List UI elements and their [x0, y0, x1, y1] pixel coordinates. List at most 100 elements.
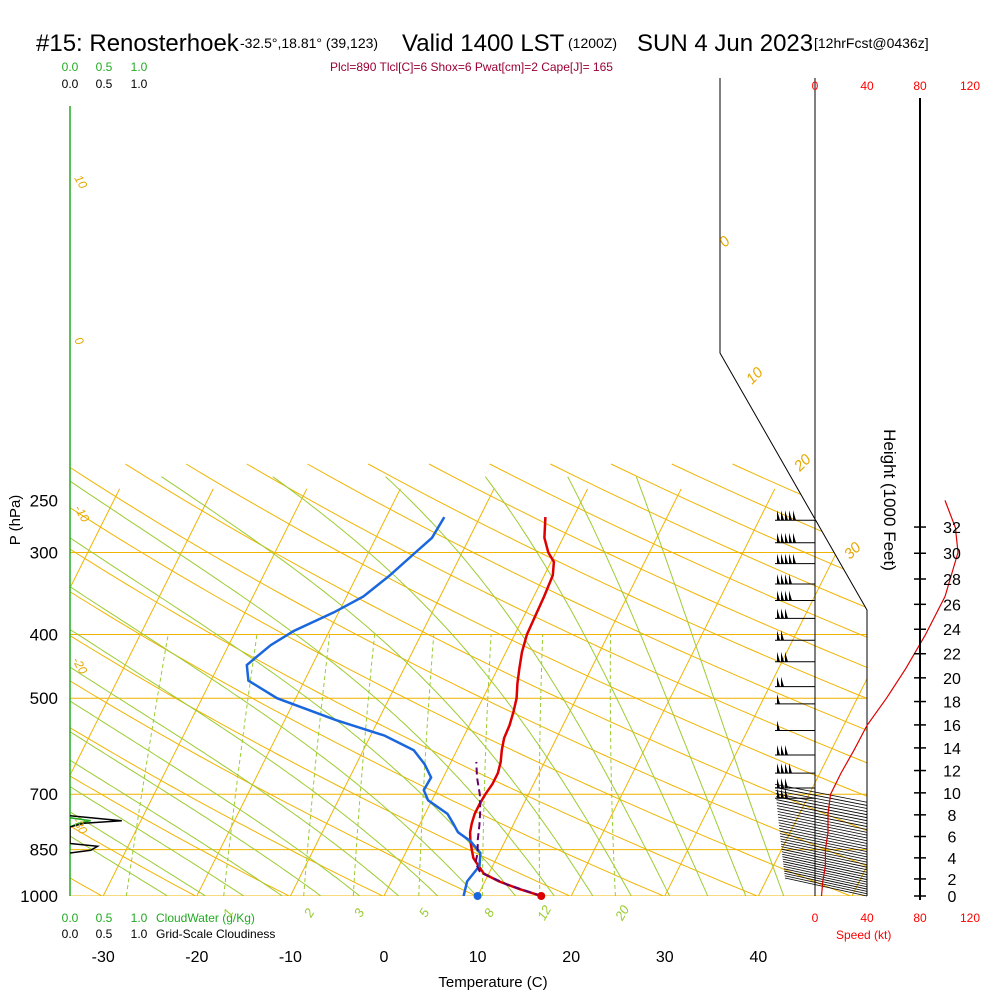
wind-barbs: [774, 78, 868, 897]
wind-speed-line: [820, 500, 959, 897]
wind-barb-low: [780, 838, 868, 858]
moist-adiabat: [161, 476, 603, 896]
cloudwater-label: CloudWater (g/Kg): [156, 911, 255, 925]
moist-adiabat: [70, 476, 528, 896]
height-tick-label: 28: [943, 572, 961, 589]
wind-barb-low: [777, 808, 868, 827]
cloudiness-label: Grid-Scale Cloudiness: [156, 927, 275, 941]
height-tick-label: 4: [948, 851, 957, 868]
station-coords: -32.5°,18.81° (39,123): [240, 35, 378, 51]
isotherm: [383, 488, 589, 896]
speed-tick-bottom: 0: [812, 911, 819, 925]
dry-adiabat-label: 30: [841, 539, 865, 563]
isotherm: [289, 488, 495, 896]
moist-adiabat: [567, 476, 752, 896]
cloudwater-tick-top: 0.0: [62, 60, 79, 74]
dry-adiabat: [70, 463, 867, 896]
dry-adiabat: [70, 463, 222, 896]
wind-barb-low: [775, 790, 868, 809]
station-title: #15: Renosterhoek: [36, 30, 240, 57]
cloudiness-tick-top: 0.0: [62, 77, 79, 91]
wind-barb-low: [777, 813, 868, 833]
parcel-line: [474, 761, 542, 896]
pressure-tick-label: 500: [30, 689, 58, 708]
dry-adiabat: [70, 463, 602, 896]
cloudiness-tick-bottom: 1.0: [131, 927, 148, 941]
mixing-ratio-label: 3: [351, 905, 368, 919]
dry-adiabat: [125, 463, 867, 896]
wind-barb: [775, 510, 815, 521]
mixing-ratio-line: [352, 634, 376, 896]
wind-barb-low: [783, 863, 868, 883]
height-tick-label: 0: [948, 889, 957, 906]
dry-adiabat: [367, 463, 867, 896]
wind-barb: [775, 720, 815, 732]
speed-tick-top: 0: [812, 79, 819, 93]
wind-barb: [775, 651, 815, 663]
height-tick-label: 10: [943, 786, 961, 803]
wind-barb-low: [782, 856, 868, 876]
height-tick-label: 26: [943, 597, 961, 614]
speed-tick-bottom: 120: [960, 911, 980, 925]
isotherm: [570, 488, 776, 896]
forecast-date: SUN 4 Jun 2023: [637, 30, 813, 57]
temperature-tick-label: 10: [469, 949, 487, 966]
wind-barb-low: [778, 825, 868, 844]
forecast-run: [12hrFcst@0436z]: [814, 35, 929, 51]
moist-adiabat: [70, 476, 265, 896]
theta-label: -20: [69, 655, 90, 677]
cloudwater-tick-top: 0.5: [96, 60, 113, 74]
sounding-series: [245, 516, 556, 896]
temperature-tick-label: -30: [92, 949, 115, 966]
mixing-ratio-line: [303, 634, 331, 896]
dry-adiabat: [246, 463, 867, 896]
speed-tick-top: 40: [860, 79, 874, 93]
wind-barb-low: [778, 822, 868, 842]
moist-adiabat: [70, 476, 490, 896]
surface-dewpoint-marker: [473, 892, 482, 900]
wind-barb-low: [779, 830, 868, 850]
theta-label: 10: [71, 173, 90, 192]
mixing-ratio-line: [538, 634, 544, 896]
mixing-ratio-label: 2: [300, 905, 317, 920]
height-tick-label: 22: [943, 647, 961, 664]
wind-barb-low: [779, 827, 868, 847]
cloudiness-profile: [70, 815, 122, 854]
height-tick-label: 16: [943, 718, 961, 735]
wind-barb: [775, 676, 815, 688]
dry-adiabat: [70, 463, 867, 896]
theta-label: 0: [71, 335, 87, 348]
isotherm: [664, 488, 867, 896]
wind-barb-low: [775, 787, 868, 806]
temperature-tick-label: 20: [562, 949, 580, 966]
isotherm: [70, 488, 121, 896]
moist-adiabat: [385, 476, 678, 896]
speed-axis-label: Speed (kt): [836, 928, 891, 942]
height-tick-label: 32: [943, 520, 961, 537]
theta-label: -10: [71, 503, 92, 525]
speed-tick-bottom: 40: [860, 911, 874, 925]
temperature-axis-label: Temperature (C): [438, 974, 547, 991]
cloud-axes: 0.0 0.0 0.5 0.5 1.0 1.0 0.0 0.0 0.5 0.5 1.0 1.0: [62, 60, 148, 941]
surface-temperature-marker: [537, 892, 546, 900]
wind-barb-low: [781, 848, 868, 868]
plot-frame: [719, 78, 868, 896]
speed-tick-bottom: 80: [913, 911, 927, 925]
dry-adiabat-label: 20: [790, 451, 815, 476]
wind-barb-low: [784, 870, 868, 890]
wind-barb: [775, 778, 815, 789]
cloudwater-tick-top: 1.0: [131, 60, 148, 74]
wind-barb-low: [780, 841, 868, 860]
pressure-tick-label: 700: [30, 785, 58, 804]
pressure-tick-label: 300: [30, 543, 58, 562]
moist-adiabat: [70, 476, 565, 896]
wind-barb-low: [783, 865, 868, 885]
height-tick-label: 12: [943, 764, 961, 781]
cloudwater-tick-bottom: 0.5: [96, 911, 113, 925]
wind-barb-low: [784, 873, 868, 892]
moist-adiabat: [70, 476, 303, 896]
moist-adiabat: [484, 476, 715, 896]
wind-barb-low: [776, 799, 868, 819]
